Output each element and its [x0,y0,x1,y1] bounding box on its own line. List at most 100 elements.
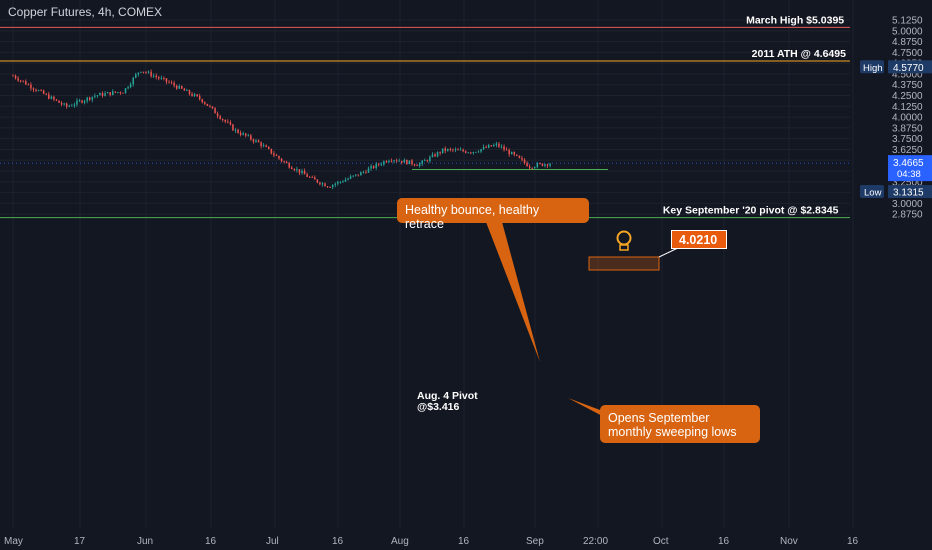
price-tick-label: 5.0000 [892,26,923,37]
candle-body [523,159,526,163]
candle-body [429,156,431,162]
time-tick-label: 16 [718,536,730,547]
time-tick-label: Sep [526,536,544,547]
candle-body [48,94,50,99]
candle-body [175,85,178,89]
candle-body [265,145,267,147]
price-tick-label: 4.0000 [892,113,923,124]
candle-body [485,146,487,148]
candle-body [536,163,539,168]
candle-body [257,140,260,143]
candle-body [513,152,516,155]
time-tick-label: 16 [847,536,859,547]
low-tag-label: Low [864,188,882,199]
candle-body [88,97,91,100]
aug-pivot-label-line1: Aug. 4 Pivot [417,390,478,402]
candle-body [76,100,78,105]
candle-body [321,183,324,185]
time-tick-label: Oct [653,536,669,547]
candle-body [224,119,227,122]
time-tick-label: 17 [74,536,86,547]
callout-healthy-bounce[interactable]: Healthy bounce, healthy retrace [397,198,589,231]
candle-body [229,122,232,125]
price-tick-label: 4.1250 [892,102,923,113]
candle-body [117,92,119,93]
candle-body [152,75,155,77]
candle-body [398,160,400,162]
candle-body [354,174,357,176]
price-tick-label: 3.2500 [892,177,923,188]
candle-body [380,164,383,166]
candle-body [370,166,372,169]
candle-body [86,97,88,101]
candle-body [493,144,495,147]
candle-body [91,96,94,100]
candle-body [198,96,201,100]
candle-body [278,155,280,159]
low-value-label: 3.1315 [893,188,924,199]
high-tag-box [860,60,884,74]
candle-body [140,71,142,73]
high-value-label: 4.5770 [893,63,924,74]
horizontal-levels: March High $5.0395 2011 ATH @ 4.6495 Key S… [0,14,850,219]
candle-body [32,88,35,90]
candle-body [129,84,132,88]
candle-body [342,181,344,183]
candle-body [352,175,354,177]
candle-body [127,87,129,89]
candle-body [71,105,73,107]
candle-body [319,182,321,185]
candle-body [344,179,347,182]
candle-body [275,155,278,156]
candle-body [214,108,216,114]
candle-body [395,160,398,162]
candle-body [498,143,500,147]
candle-body [50,96,53,99]
candle-body [221,118,224,120]
price-tick-label: 4.3750 [892,80,923,91]
candle-body [421,160,423,164]
candle-body [132,77,134,85]
candle-body [324,183,326,187]
target-price-label[interactable]: 4.0210 [671,230,727,249]
candle-body [60,102,63,105]
low-tag-box [860,185,884,199]
candle-body [17,78,19,81]
candle-body [406,159,408,165]
candle-body [431,154,434,157]
price-tick-label: 4.8750 [892,37,923,48]
candle-body [255,140,257,142]
candle-body [477,151,480,153]
candle-body [444,148,447,151]
candle-body [291,167,293,170]
callout-bounce-pointer [486,222,540,362]
candle-body [372,166,375,168]
candle-body [283,161,285,163]
candle-body [170,82,173,84]
callout-opens-september[interactable]: Opens September monthly sweeping lows [600,405,760,443]
candle-body [337,181,339,184]
candle-body [96,95,99,97]
candle-body [63,103,65,105]
candle-body [147,71,150,73]
price-tick-label: 3.7500 [892,134,923,145]
candle-body [516,154,518,156]
candle-body [234,129,237,131]
candle-body [252,139,255,142]
candles [12,69,551,190]
candle-body [12,75,14,77]
candle-body [227,121,229,123]
candle-body [331,184,334,188]
candle-body [188,90,191,94]
candle-body [541,163,544,166]
lightbulb-icon [616,230,632,251]
candle-body [181,85,183,89]
candle-body [326,186,329,188]
candle-body [30,84,32,89]
target-zone-box[interactable] [588,256,660,271]
price-axis[interactable]: 5.12505.00004.87504.75004.62504.50004.37… [860,16,932,221]
candle-body [124,88,127,93]
candle-body [413,164,416,166]
time-axis[interactable]: May 17 Jun 16 Jul 16 Aug 16 Sep 22:00 Oct 16 Nov 16 [4,536,859,547]
